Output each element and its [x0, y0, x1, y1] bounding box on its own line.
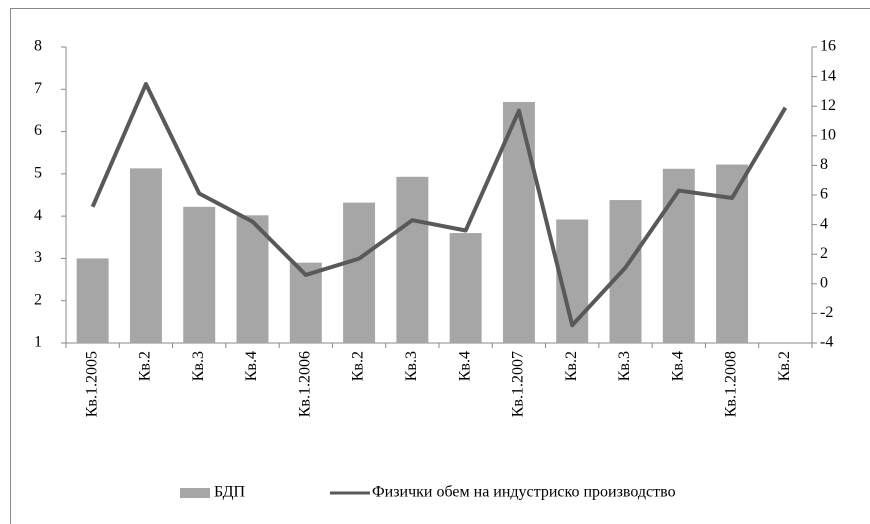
x-tick-label: Кв.2 [137, 351, 154, 381]
y2-tick-label: 16 [820, 38, 836, 55]
chart-frame [10, 8, 870, 524]
y2-tick-label: 2 [820, 245, 828, 262]
x-tick-label: Кв.2 [776, 351, 793, 381]
x-tick-label: Кв.3 [403, 351, 420, 381]
y2-tick-label: 8 [820, 156, 828, 173]
bar [129, 168, 162, 343]
bar [183, 206, 216, 343]
y2-tick-label: 6 [820, 186, 828, 203]
y-tick-label: 7 [34, 80, 42, 97]
y-tick-label: 2 [34, 291, 42, 308]
bar [449, 233, 482, 343]
y-tick-label: 8 [34, 38, 42, 55]
x-tick-label: Кв.2 [350, 351, 367, 381]
bar [343, 202, 376, 343]
bar [502, 101, 535, 343]
y2-tick-label: -4 [820, 334, 833, 351]
x-tick-label: Кв.1.2005 [83, 351, 100, 417]
y-tick-label: 4 [34, 207, 42, 224]
y2-tick-label: 14 [820, 67, 836, 84]
x-tick-label: Кв.3 [190, 351, 207, 381]
bar [716, 164, 749, 343]
bar [609, 200, 642, 343]
y-tick-label: 3 [34, 249, 42, 266]
x-tick-label: Кв.2 [563, 351, 580, 381]
bar [76, 258, 109, 343]
y2-tick-label: 10 [820, 126, 836, 143]
legend-label: Физички обем на индустриско производство [372, 484, 676, 501]
y-tick-label: 1 [34, 334, 42, 351]
x-tick-label: Кв.4 [243, 351, 260, 381]
bar [396, 176, 429, 343]
y2-tick-label: 4 [820, 215, 828, 232]
y2-tick-label: -2 [820, 304, 833, 321]
bar [236, 215, 269, 343]
legend-label: БДП [214, 484, 245, 501]
x-tick-label: Кв.3 [616, 351, 633, 381]
y-tick-label: 6 [34, 122, 42, 139]
y-tick-label: 5 [34, 165, 42, 182]
y2-tick-label: 0 [820, 274, 828, 291]
y2-tick-label: 12 [820, 97, 836, 114]
x-tick-label: Кв.1.2008 [723, 351, 740, 417]
legend-swatch [180, 488, 210, 498]
x-tick-label: Кв.1.2006 [296, 351, 313, 417]
x-tick-label: Кв.1.2007 [510, 351, 527, 417]
bar [662, 168, 695, 343]
line [90, 82, 788, 328]
x-tick-label: Кв.4 [456, 351, 473, 381]
x-tick-label: Кв.4 [669, 351, 686, 381]
